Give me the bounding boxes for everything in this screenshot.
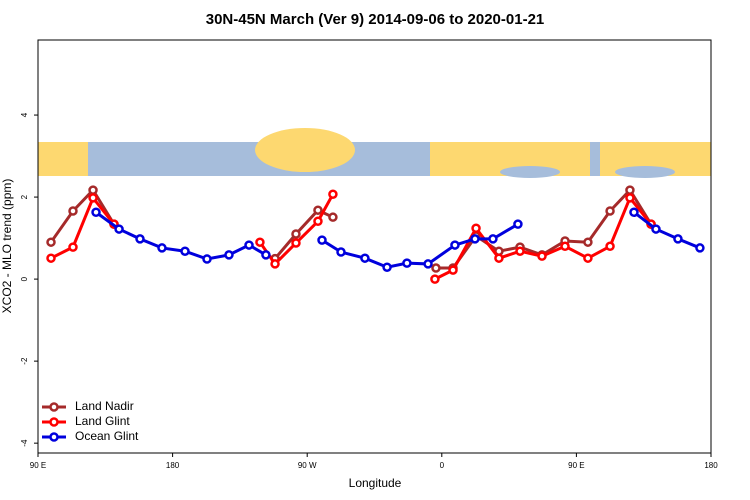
point	[605, 241, 615, 252]
point	[317, 235, 327, 245]
point	[470, 234, 480, 244]
point	[135, 234, 145, 244]
y-tick-label: 0	[20, 276, 29, 281]
point	[605, 206, 615, 216]
series-line	[258, 193, 335, 267]
series-line	[49, 187, 116, 244]
series-line	[273, 208, 334, 260]
point	[255, 237, 265, 247]
point	[695, 243, 705, 253]
point	[336, 247, 346, 257]
point	[560, 241, 570, 252]
point	[244, 240, 254, 250]
point	[537, 251, 547, 261]
point	[673, 234, 683, 244]
point	[68, 242, 78, 252]
y-tick-label: -2	[20, 357, 29, 365]
point	[471, 223, 481, 233]
x-tick-label: 0	[440, 461, 445, 470]
point	[88, 185, 98, 195]
point	[488, 234, 498, 244]
point	[180, 246, 190, 256]
x-tick-label: 180	[166, 461, 180, 470]
series-line	[50, 194, 116, 260]
point	[313, 205, 323, 215]
legend-label: Ocean Glint	[75, 429, 139, 443]
point	[224, 250, 234, 260]
series-line	[321, 222, 519, 269]
chart-title: 30N-45N March (Ver 9) 2014-09-06 to 2020…	[206, 11, 545, 28]
x-tick-label: 180	[704, 461, 718, 470]
point	[328, 212, 338, 222]
point	[91, 207, 101, 218]
point	[291, 229, 301, 239]
point	[46, 237, 56, 247]
legend-label: Land Nadir	[75, 399, 134, 413]
point	[46, 253, 56, 263]
point	[515, 246, 525, 256]
point	[431, 263, 441, 273]
point	[450, 240, 460, 250]
point	[651, 224, 661, 234]
x-tick-label: 90 E	[568, 461, 584, 470]
map-strip	[38, 128, 711, 178]
x-tick-label: 90 E	[30, 461, 46, 470]
point	[430, 274, 440, 284]
legend-marker	[49, 417, 59, 427]
legend-marker	[49, 432, 59, 442]
point	[629, 207, 639, 218]
point	[583, 237, 593, 247]
x-axis-label: Longitude	[349, 476, 402, 490]
point	[88, 193, 98, 203]
legend-marker	[49, 402, 59, 412]
point	[382, 262, 392, 272]
legend-label: Land Glint	[75, 414, 130, 428]
point	[328, 189, 338, 199]
point	[448, 265, 458, 275]
point	[513, 219, 523, 229]
series-line	[434, 194, 653, 281]
point	[625, 193, 635, 203]
point	[360, 253, 370, 263]
y-tick-label: 2	[20, 194, 29, 199]
point	[114, 224, 124, 234]
y-tick-label: -4	[20, 439, 29, 447]
x-tick-label: 90 W	[298, 461, 317, 470]
y-tick-label: 4	[20, 112, 29, 117]
series-line	[633, 211, 701, 250]
point	[270, 259, 280, 269]
point	[261, 250, 271, 260]
point	[423, 259, 433, 269]
point	[291, 238, 301, 248]
point	[68, 206, 78, 216]
point	[625, 185, 635, 195]
plot-frame	[37, 39, 712, 454]
y-axis-label: XCO2 - MLO trend (ppm)	[0, 179, 14, 314]
point	[402, 258, 412, 268]
point	[157, 243, 167, 253]
point	[202, 254, 212, 264]
point	[313, 216, 323, 227]
point	[494, 253, 504, 263]
point	[583, 253, 593, 263]
